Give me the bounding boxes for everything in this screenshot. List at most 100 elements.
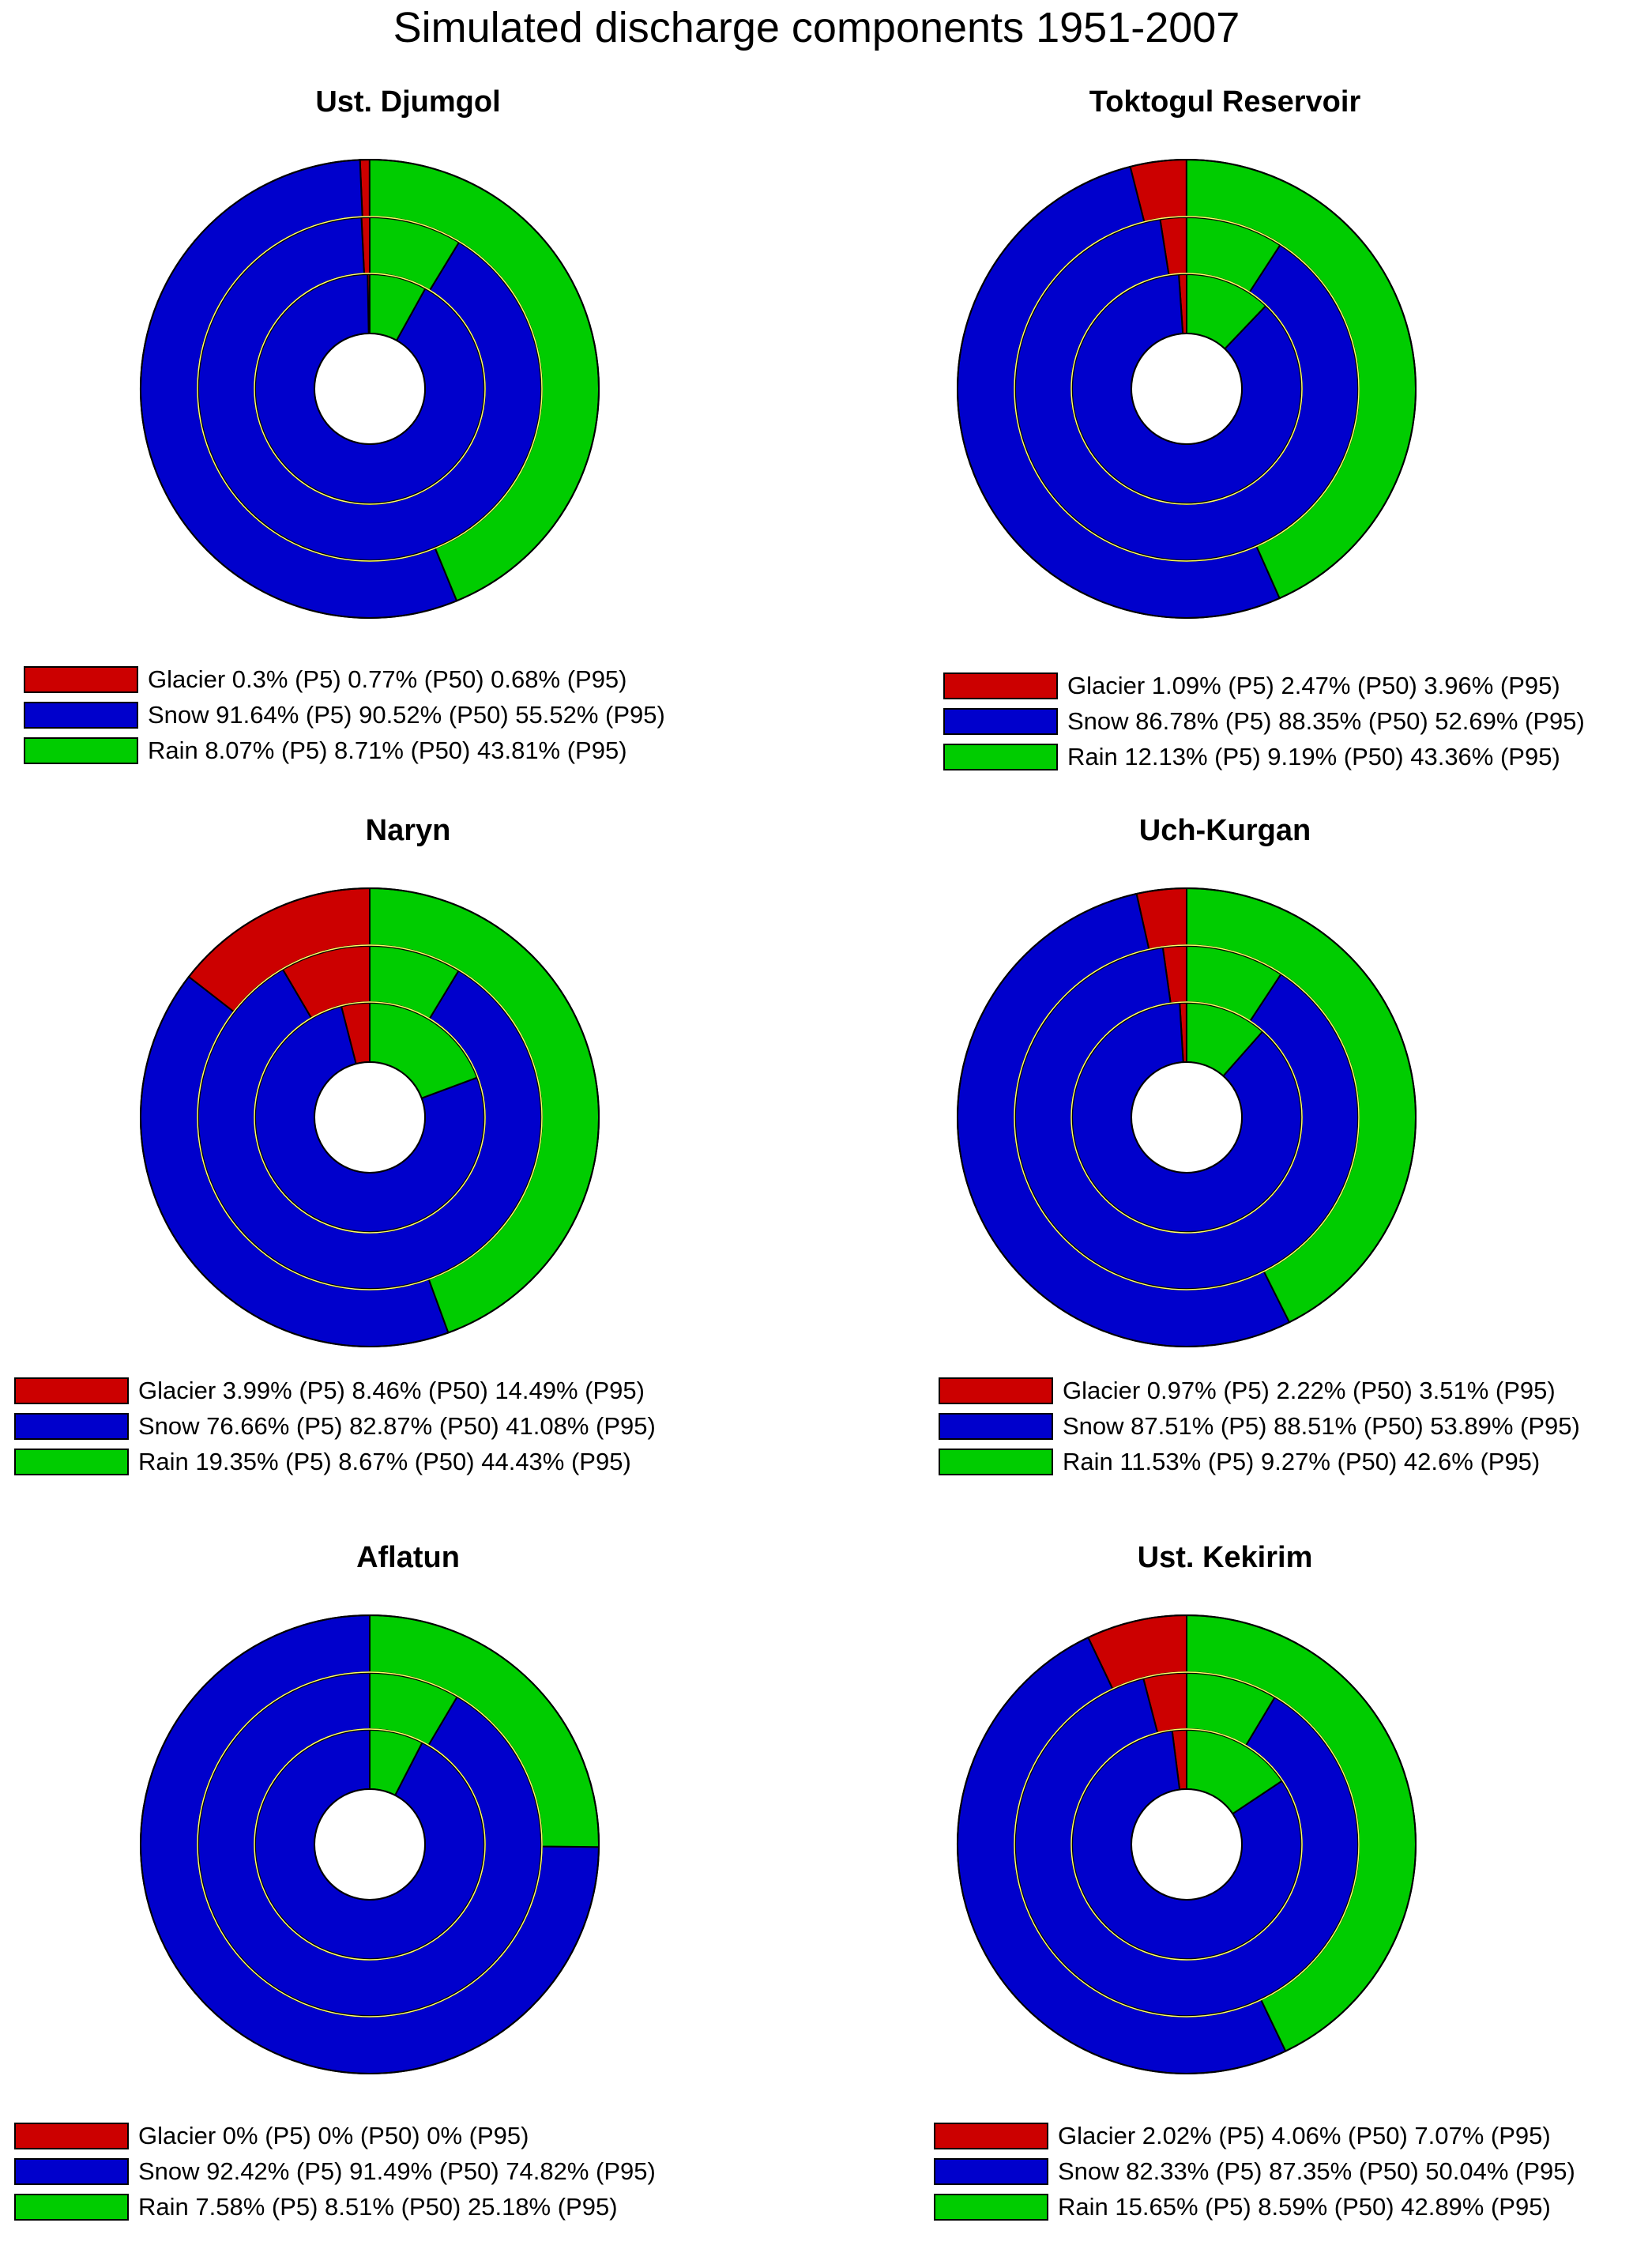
legend-label: Rain 12.13% (P5) 9.19% (P50) 43.36% (P95… xyxy=(1067,743,1560,770)
legend-swatch xyxy=(24,666,138,693)
outer-outline xyxy=(140,159,600,619)
ring-separator xyxy=(254,1728,486,1961)
legend-item-rain: Rain 11.53% (P5) 9.27% (P50) 42.6% (P95) xyxy=(939,1446,1540,1478)
legend-swatch xyxy=(934,2194,1048,2221)
legend-item-glacier: Glacier 2.02% (P5) 4.06% (P50) 7.07% (P9… xyxy=(934,2120,1551,2152)
legend-label: Rain 7.58% (P5) 8.51% (P50) 25.18% (P95) xyxy=(138,2193,618,2221)
donut-chart xyxy=(957,887,1417,1347)
chart-title: Uch-Kurgan xyxy=(1138,814,1311,847)
legend-item-glacier: Glacier 0.97% (P5) 2.22% (P50) 3.51% (P9… xyxy=(939,1375,1556,1407)
chart-panel: Aflatun Glacier 0% (P5) 0% (P50) 0% (P95)… xyxy=(0,1525,816,2268)
legend-swatch xyxy=(14,1377,129,1404)
legend-item-snow: Snow 91.64% (P5) 90.52% (P50) 55.52% (P9… xyxy=(24,699,665,731)
chart-panel: Ust. Kekirim Glacier 2.02% (P5) 4.06% (P5… xyxy=(817,1525,1633,2268)
outer-outline xyxy=(957,159,1417,619)
chart-title: Aflatun xyxy=(356,1541,460,1574)
legend-swatch xyxy=(14,2123,129,2149)
legend-item-snow: Snow 82.33% (P5) 87.35% (P50) 50.04% (P9… xyxy=(934,2156,1575,2187)
ring-p5 xyxy=(254,1001,485,1233)
outer-outline xyxy=(140,887,600,1347)
legend-label: Rain 11.53% (P5) 9.27% (P50) 42.6% (P95) xyxy=(1063,1448,1541,1475)
ring-separator xyxy=(254,1001,486,1234)
chart-panel: Ust. Djumgol Glacier 0.3% (P5) 0.77% (P50… xyxy=(0,70,816,812)
outer-outline xyxy=(957,887,1417,1347)
legend-label: Snow 87.51% (P5) 88.51% (P50) 53.89% (P9… xyxy=(1063,1412,1580,1440)
legend-item-glacier: Glacier 3.99% (P5) 8.46% (P50) 14.49% (P… xyxy=(14,1375,645,1407)
donut-hole xyxy=(1131,1061,1243,1174)
legend-swatch xyxy=(939,1449,1053,1475)
donut-hole xyxy=(314,1061,426,1174)
donut-chart xyxy=(957,1614,1417,2074)
legend-swatch xyxy=(939,1377,1053,1404)
legend-label: Glacier 0.3% (P5) 0.77% (P50) 0.68% (P95… xyxy=(148,665,627,693)
legend-swatch xyxy=(24,702,138,729)
legend-swatch xyxy=(943,708,1058,735)
ring-separator xyxy=(1014,944,1360,1290)
ring-p50 xyxy=(198,1671,542,2017)
ring-separator xyxy=(197,216,543,562)
legend-label: Rain 15.65% (P5) 8.59% (P50) 42.89% (P95… xyxy=(1058,2193,1551,2221)
legend-swatch xyxy=(14,1449,129,1475)
chart-title: Ust. Djumgol xyxy=(315,85,501,119)
legend-swatch xyxy=(934,2123,1048,2149)
legend-label: Snow 92.42% (P5) 91.49% (P50) 74.82% (P9… xyxy=(138,2157,656,2185)
outer-outline xyxy=(140,1614,600,2074)
legend-label: Rain 19.35% (P5) 8.67% (P50) 44.43% (P95… xyxy=(138,1448,631,1475)
legend-swatch xyxy=(943,672,1058,699)
legend-item-glacier: Glacier 1.09% (P5) 2.47% (P50) 3.96% (P9… xyxy=(943,670,1560,702)
ring-separator xyxy=(1014,216,1360,562)
donut-chart xyxy=(140,158,600,619)
donut-chart xyxy=(140,887,600,1347)
chart-title: Ust. Kekirim xyxy=(1137,1541,1313,1574)
ring-separator xyxy=(197,1671,543,2017)
ring-p50 xyxy=(198,944,542,1290)
legend-item-rain: Rain 7.58% (P5) 8.51% (P50) 25.18% (P95) xyxy=(14,2191,618,2223)
donut-chart xyxy=(140,1614,600,2074)
legend-swatch xyxy=(14,1413,129,1440)
legend-swatch xyxy=(939,1413,1053,1440)
legend-swatch xyxy=(24,737,138,764)
page-title: Simulated discharge components 1951-2007 xyxy=(393,4,1240,51)
donut-hole xyxy=(314,1788,426,1901)
legend-swatch xyxy=(943,744,1058,770)
chart-panel: Uch-Kurgan Glacier 0.97% (P5) 2.22% (P50)… xyxy=(817,798,1633,1541)
legend-item-glacier: Glacier 0% (P5) 0% (P50) 0% (P95) xyxy=(14,2120,529,2152)
legend-label: Rain 8.07% (P5) 8.71% (P50) 43.81% (P95) xyxy=(148,737,627,764)
legend-item-rain: Rain 8.07% (P5) 8.71% (P50) 43.81% (P95) xyxy=(24,735,627,767)
ring-separator xyxy=(197,944,543,1290)
legend-item-rain: Rain 19.35% (P5) 8.67% (P50) 44.43% (P95… xyxy=(14,1446,631,1478)
chart-title: Naryn xyxy=(365,814,451,847)
legend-label: Snow 86.78% (P5) 88.35% (P50) 52.69% (P9… xyxy=(1067,707,1585,735)
legend-item-rain: Rain 12.13% (P5) 9.19% (P50) 43.36% (P95… xyxy=(943,741,1560,773)
legend-swatch xyxy=(14,2158,129,2185)
legend-label: Snow 82.33% (P5) 87.35% (P50) 50.04% (P9… xyxy=(1058,2157,1575,2185)
ring-separator xyxy=(1014,1671,1360,2017)
legend-label: Glacier 2.02% (P5) 4.06% (P50) 7.07% (P9… xyxy=(1058,2122,1551,2149)
legend-item-snow: Snow 92.42% (P5) 91.49% (P50) 74.82% (P9… xyxy=(14,2156,656,2187)
legend-label: Glacier 0% (P5) 0% (P50) 0% (P95) xyxy=(138,2122,529,2149)
legend-item-snow: Snow 87.51% (P5) 88.51% (P50) 53.89% (P9… xyxy=(939,1411,1580,1442)
chart-panel: Naryn Glacier 3.99% (P5) 8.46% (P50) 14.4… xyxy=(0,798,816,1541)
legend-swatch xyxy=(934,2158,1048,2185)
chart-title: Toktogul Reservoir xyxy=(1089,85,1361,119)
ring-separator xyxy=(254,273,486,505)
legend-item-rain: Rain 15.65% (P5) 8.59% (P50) 42.89% (P95… xyxy=(934,2191,1551,2223)
legend-label: Glacier 3.99% (P5) 8.46% (P50) 14.49% (P… xyxy=(138,1377,645,1404)
legend-swatch xyxy=(14,2194,129,2221)
legend-label: Glacier 0.97% (P5) 2.22% (P50) 3.51% (P9… xyxy=(1063,1377,1556,1404)
legend-label: Snow 91.64% (P5) 90.52% (P50) 55.52% (P9… xyxy=(148,701,665,729)
ring-separator xyxy=(1070,1001,1303,1234)
legend-item-snow: Snow 86.78% (P5) 88.35% (P50) 52.69% (P9… xyxy=(943,706,1585,737)
donut-hole xyxy=(1131,333,1243,445)
legend-label: Snow 76.66% (P5) 82.87% (P50) 41.08% (P9… xyxy=(138,1412,656,1440)
legend-label: Glacier 1.09% (P5) 2.47% (P50) 3.96% (P9… xyxy=(1067,672,1560,699)
ring-separator xyxy=(1070,273,1303,505)
donut-hole xyxy=(1131,1788,1243,1901)
donut-hole xyxy=(314,333,426,445)
chart-panel: Toktogul Reservoir Glacier 1.09% (P5) 2.4… xyxy=(817,70,1633,812)
legend-item-snow: Snow 76.66% (P5) 82.87% (P50) 41.08% (P9… xyxy=(14,1411,656,1442)
ring-separator xyxy=(1070,1728,1303,1961)
outer-outline xyxy=(957,1614,1417,2074)
donut-chart xyxy=(957,158,1417,619)
legend-item-glacier: Glacier 0.3% (P5) 0.77% (P50) 0.68% (P95… xyxy=(24,664,627,695)
